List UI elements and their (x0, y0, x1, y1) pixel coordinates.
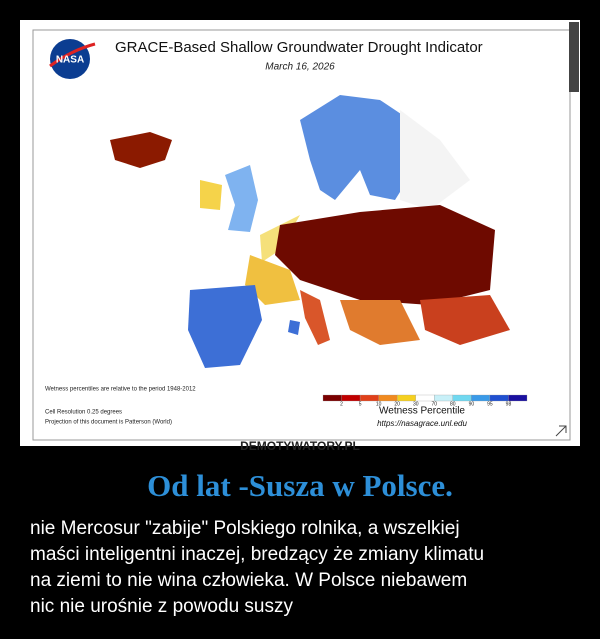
legend-title: Wetness Percentile (379, 406, 465, 417)
body-line: nic nie urośnie z powodu suszy (30, 596, 293, 617)
note: Wetness percentiles are relative to the … (45, 387, 196, 393)
meme-frame: NASA GRACE-Based Shallow Groundwater Dro… (20, 20, 580, 453)
legend-swatch (415, 394, 435, 402)
legend-bar: 2 5 10 20 30 70 80 90 95 98 (322, 394, 528, 407)
legend-swatch (489, 394, 509, 402)
legend-swatch (397, 394, 416, 402)
map (110, 95, 510, 368)
legend-swatch (452, 394, 472, 402)
legend-tick-label: 2 (340, 401, 343, 407)
expand-icon[interactable] (555, 425, 567, 437)
legend-tick-label: 30 (413, 401, 419, 407)
legend-tick-label: 70 (431, 401, 437, 407)
legend-swatch (434, 394, 453, 402)
body-line: nie Mercosur "zabije" Polskiego rolnika,… (30, 518, 460, 539)
legend-tick-label: 98 (506, 401, 512, 407)
legend-tick-label: 90 (469, 401, 475, 407)
legend-tick-label: 20 (394, 401, 400, 407)
legend-url: https://nasagrace.unl.edu (377, 419, 467, 428)
note: Cell Resolution 0.25 degrees (45, 410, 122, 416)
note: Projection of this document is Patterson… (45, 420, 172, 426)
legend-swatch (471, 394, 491, 402)
caption-body: nie Mercosur "zabije" Polskiego rolnika,… (30, 516, 580, 620)
caption-title: Od lat -Susza w Polsce. (147, 468, 453, 503)
legend-swatch (341, 394, 361, 402)
legend-swatch (378, 394, 398, 402)
map-date: March 16, 2026 (265, 62, 335, 73)
watermark: DEMOTYWATORY.PL (240, 439, 360, 453)
legend-swatch (508, 394, 528, 402)
legend-tick-label: 5 (359, 401, 362, 407)
legend-tick-label: 95 (487, 401, 493, 407)
map-title: GRACE-Based Shallow Groundwater Drought … (115, 39, 483, 56)
legend-swatch (322, 394, 342, 402)
legend-tick-label: 10 (376, 401, 382, 407)
body-line: na ziemi to nie wina człowieka. W Polsce… (30, 570, 468, 591)
legend-swatch (359, 394, 379, 402)
logo-text: NASA (56, 55, 84, 66)
legend-tick-label: 80 (450, 401, 456, 407)
body-line: maści inteligentni inaczej, bredzący że … (30, 544, 485, 565)
side-watermark (569, 22, 579, 92)
